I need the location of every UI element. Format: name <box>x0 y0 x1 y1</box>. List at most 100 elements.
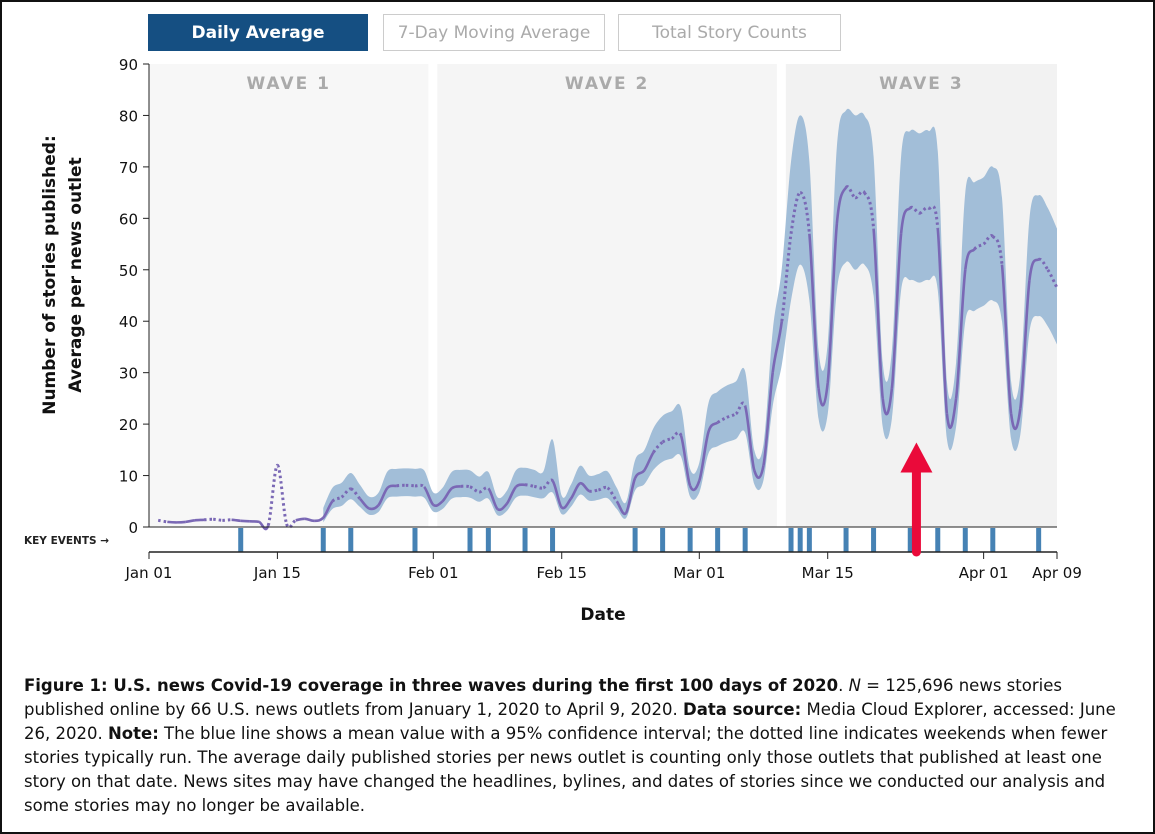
weekend-mean-segment <box>982 234 994 246</box>
x-tick-label: Jan 01 <box>125 564 173 582</box>
weekend-mean-segment <box>478 486 490 494</box>
weekday-mean-segment <box>358 497 370 510</box>
weekday-mean-segment <box>890 233 903 389</box>
weekday-mean-segment <box>487 487 499 510</box>
weekday-mean-segment <box>808 233 820 389</box>
weekday-mean-segment <box>441 487 453 503</box>
y-axis-label: Number of stories published: Average per… <box>40 135 86 415</box>
weekend-mean-segment <box>542 478 554 490</box>
weekend-mean-segment <box>396 483 406 488</box>
weekday-mean-segment <box>771 321 784 373</box>
weekday-mean-segment <box>835 186 848 224</box>
wave-1-label: WAVE 1 <box>246 74 331 94</box>
key-event-marker <box>522 528 528 552</box>
red-arrow-head <box>900 442 933 473</box>
weekday-mean-segment <box>386 484 397 489</box>
moving-average-button[interactable]: 7-Day Moving Average <box>383 14 605 51</box>
y-tick-label: 20 <box>119 416 138 434</box>
weekend-mean-segment <box>350 487 362 500</box>
caption-n-text: = 125,696 news stories published online … <box>24 676 1062 719</box>
weekday-mean-segment <box>881 387 894 416</box>
weekday-mean-segment <box>514 483 526 488</box>
weekend-mean-segment <box>533 484 544 490</box>
wave-3-label: WAVE 3 <box>879 74 964 94</box>
key-event-marker <box>550 528 556 552</box>
x-tick-label: Jan 15 <box>253 564 301 582</box>
weekday-mean-segment <box>579 481 590 493</box>
wave-1-region <box>149 64 429 527</box>
weekend-mean-segment <box>524 483 535 488</box>
y-tick-label: 10 <box>119 468 138 486</box>
caption-note-label: Note: <box>107 724 159 743</box>
weekend-mean-segment <box>919 206 930 215</box>
weekday-mean-segment <box>826 223 839 384</box>
y-axis-label-line-1: Number of stories published: <box>40 135 60 415</box>
x-tick-label: Feb 15 <box>537 564 587 582</box>
weekday-mean-segment <box>377 487 389 507</box>
key-event-marker <box>412 528 418 552</box>
weekday-mean-segment <box>496 503 508 512</box>
weekday-mean-segment <box>954 269 967 399</box>
weekend-mean-segment <box>780 233 793 322</box>
key-event-marker <box>632 528 638 552</box>
weekend-mean-segment <box>331 495 343 503</box>
weekday-mean-segment <box>1019 279 1031 409</box>
key-event-marker <box>320 528 326 552</box>
weekday-mean-segment <box>194 518 205 522</box>
weekday-mean-segment <box>1009 408 1022 430</box>
caption-note-text: The blue line shows a mean value with a … <box>24 724 1108 815</box>
weekday-mean-segment <box>762 372 774 466</box>
weekday-mean-segment <box>314 516 325 523</box>
weekday-mean-segment <box>569 482 581 500</box>
weekend-mean-segment <box>716 416 728 424</box>
weekend-mean-segment <box>340 487 352 499</box>
key-event-marker <box>871 528 877 552</box>
weekday-mean-segment <box>304 517 315 523</box>
key-event-marker <box>843 528 849 552</box>
x-tick-label: Mar 15 <box>802 564 854 582</box>
weekend-mean-segment <box>789 191 802 234</box>
x-tick-label: Apr 01 <box>959 564 1009 582</box>
weekday-mean-segment <box>450 485 461 490</box>
key-event-marker <box>806 528 812 552</box>
key-event-marker <box>660 528 666 552</box>
weekday-mean-segment <box>945 398 958 430</box>
weekday-mean-segment <box>185 519 196 524</box>
weekend-mean-segment <box>469 485 480 494</box>
total-story-counts-button[interactable]: Total Story Counts <box>618 14 841 51</box>
weekend-mean-segment <box>213 517 223 522</box>
key-event-marker <box>687 528 693 552</box>
weekend-mean-segment <box>734 401 747 416</box>
weekday-mean-segment <box>633 469 646 479</box>
weekend-mean-segment <box>588 488 599 493</box>
weekend-mean-segment <box>726 412 737 419</box>
caption-source-text: Media Cloud Explorer, accessed: June 26,… <box>24 700 1116 743</box>
y-tick-label: 40 <box>119 313 138 331</box>
weekend-mean-segment <box>598 485 609 492</box>
weekday-mean-segment <box>368 504 380 511</box>
weekday-mean-segment <box>423 485 435 506</box>
daily-average-button[interactable]: Daily Average <box>148 14 368 51</box>
weekend-mean-segment <box>1046 268 1059 289</box>
weekday-mean-segment <box>753 465 765 479</box>
weekday-mean-segment <box>743 405 756 471</box>
weekday-mean-segment <box>963 248 976 270</box>
weekday-mean-segment <box>551 479 563 509</box>
weekend-mean-segment <box>266 463 279 526</box>
weekday-mean-segment <box>688 480 701 492</box>
weekend-mean-segment <box>973 242 985 251</box>
caption-n-label: N <box>848 676 861 695</box>
weekend-mean-segment <box>652 440 664 454</box>
x-tick-label: Mar 01 <box>673 564 725 582</box>
y-tick-label: 60 <box>119 210 138 228</box>
weekend-mean-segment <box>414 483 426 489</box>
y-tick-label: 50 <box>119 262 138 280</box>
weekend-mean-segment <box>285 518 297 529</box>
weekend-mean-segment <box>460 484 471 489</box>
weekday-mean-segment <box>698 431 710 482</box>
key-event-marker <box>348 528 354 552</box>
weekday-mean-segment <box>322 500 334 519</box>
weekday-mean-segment <box>624 477 637 514</box>
weekday-mean-segment <box>505 485 517 505</box>
